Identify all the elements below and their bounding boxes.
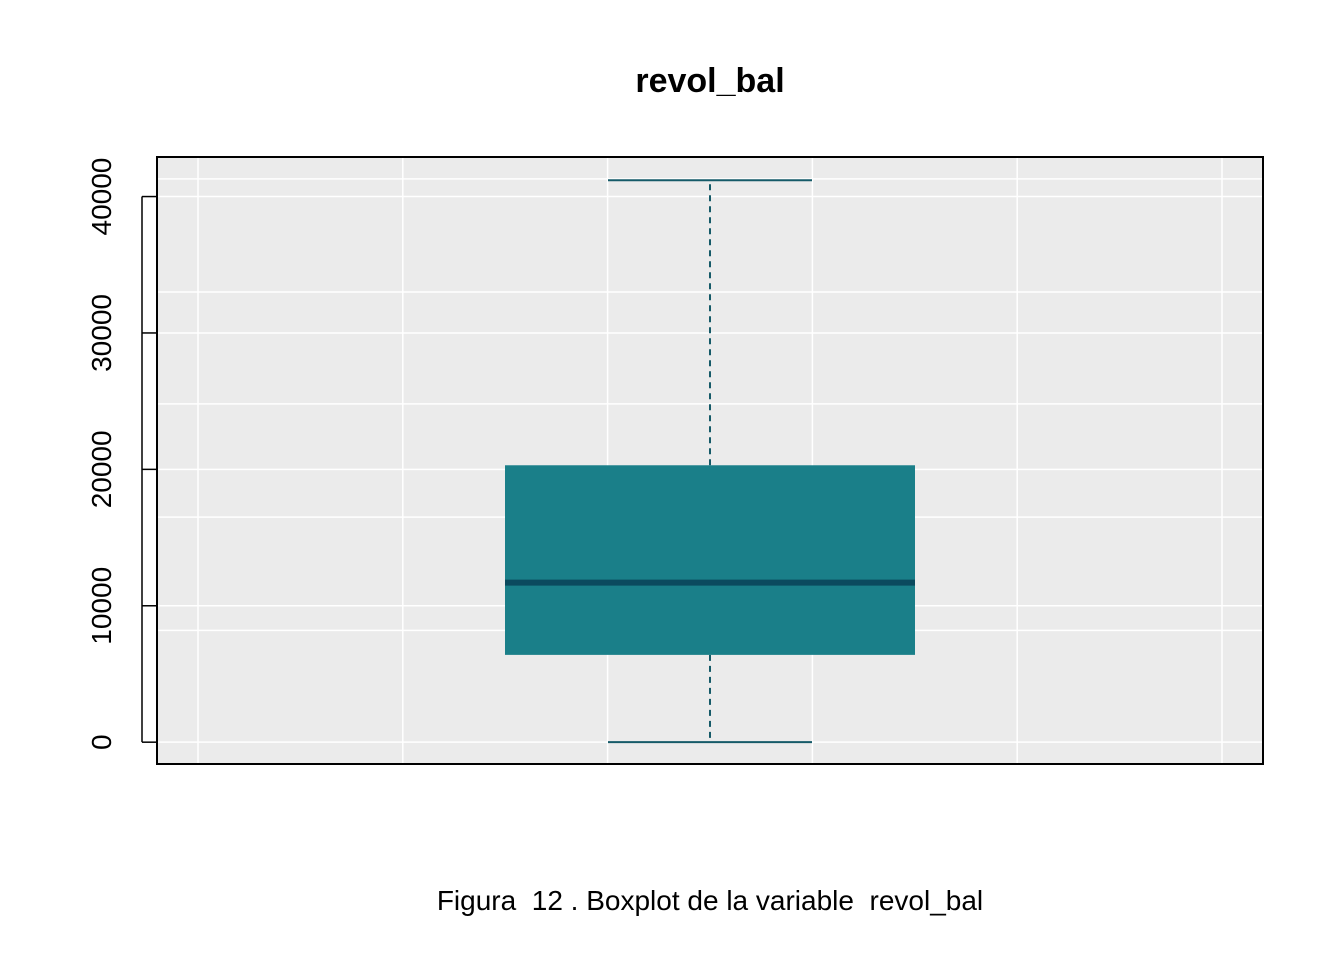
iqr-box — [505, 465, 915, 655]
box-marks — [505, 179, 915, 744]
plot-border — [156, 156, 1264, 765]
chart-title: revol_bal — [635, 62, 784, 100]
y-tick-label: 10000 — [86, 567, 117, 645]
y-tick-label: 20000 — [86, 430, 117, 508]
y-tick-label: 30000 — [86, 294, 117, 372]
y-tick-label: 40000 — [86, 158, 117, 236]
y-tick-label: 0 — [86, 734, 117, 750]
figure-caption: Figura 12 . Boxplot de la variable revol… — [437, 885, 983, 916]
y-axis: 0 10000 20000 30000 40000 — [86, 158, 157, 750]
